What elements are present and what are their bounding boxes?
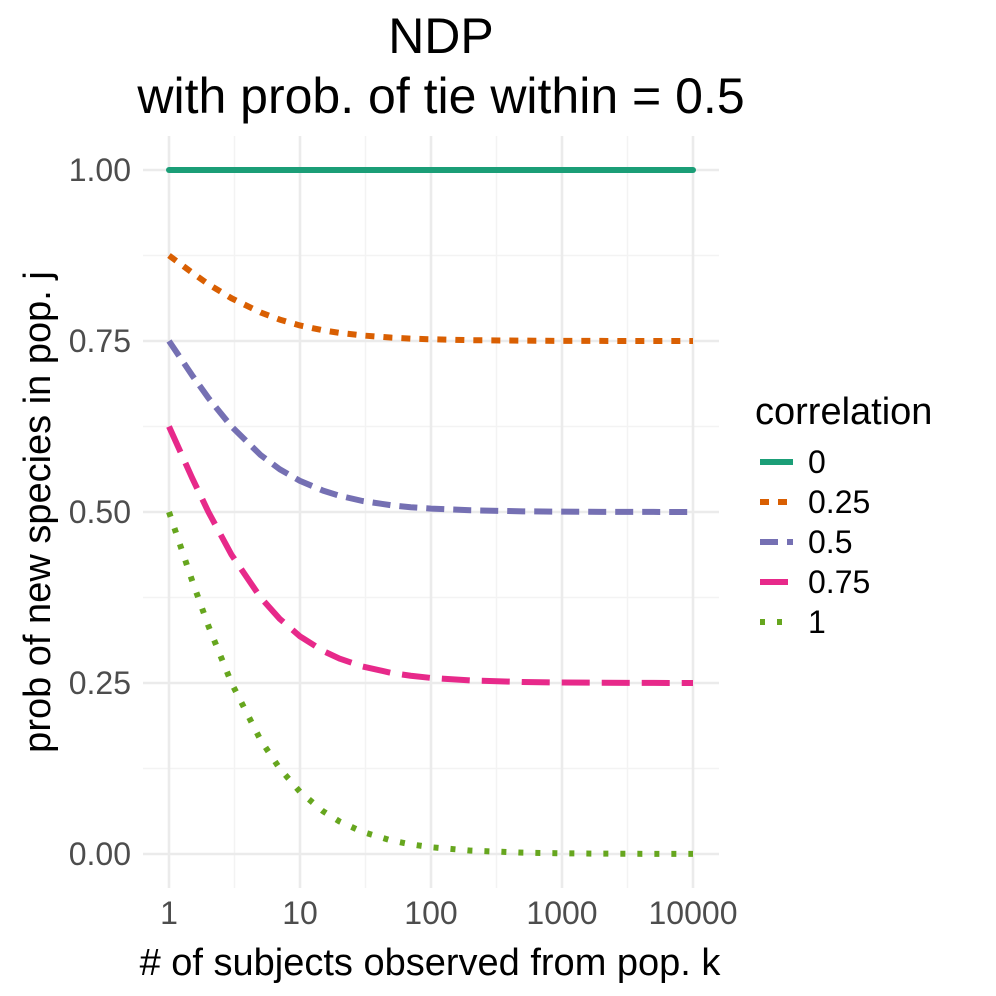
chart-title: NDP: [388, 8, 494, 64]
legend-label: 0.5: [808, 524, 852, 560]
y-tick-label: 0.50: [69, 494, 131, 530]
y-tick-label: 0.00: [69, 836, 131, 872]
y-tick-label: 0.75: [69, 323, 131, 359]
y-axis-title: prob of new species in pop. j: [17, 271, 59, 753]
legend-label: 0: [808, 444, 826, 480]
series-line-0-5: [166, 339, 694, 515]
x-axis-tick-labels: 1 10 100 1000 10000: [160, 895, 737, 931]
x-tick-label: 10000: [649, 895, 738, 931]
series-line-0-75: [166, 425, 694, 686]
y-axis-tick-labels: 0.00 0.25 0.50 0.75 1.00: [69, 152, 131, 872]
x-tick-label: 1000: [526, 895, 597, 931]
legend-title: correlation: [755, 391, 932, 433]
legend-label: 1: [808, 604, 826, 640]
series-line-0-25: [167, 253, 693, 344]
x-tick-label: 10: [282, 895, 318, 931]
chart-subtitle: with prob. of tie within = 0.5: [136, 68, 744, 124]
x-axis-title: # of subjects observed from pop. k: [140, 942, 722, 984]
x-tick-label: 1: [160, 895, 178, 931]
legend-label: 0.75: [808, 564, 870, 600]
legend-item: 0: [760, 444, 826, 480]
y-tick-label: 0.25: [69, 665, 131, 701]
x-tick-label: 100: [404, 895, 457, 931]
series-lines: [166, 167, 696, 857]
plot-panel: [143, 136, 719, 888]
legend-item: 1: [760, 604, 826, 640]
legend: correlation 0 0.25 0.5 0.75 1: [755, 391, 932, 640]
legend-item: 0.25: [760, 484, 870, 520]
y-tick-label: 1.00: [69, 152, 131, 188]
legend-item: 0.75: [760, 564, 870, 600]
legend-label: 0.25: [808, 484, 870, 520]
legend-item: 0.5: [760, 524, 852, 560]
